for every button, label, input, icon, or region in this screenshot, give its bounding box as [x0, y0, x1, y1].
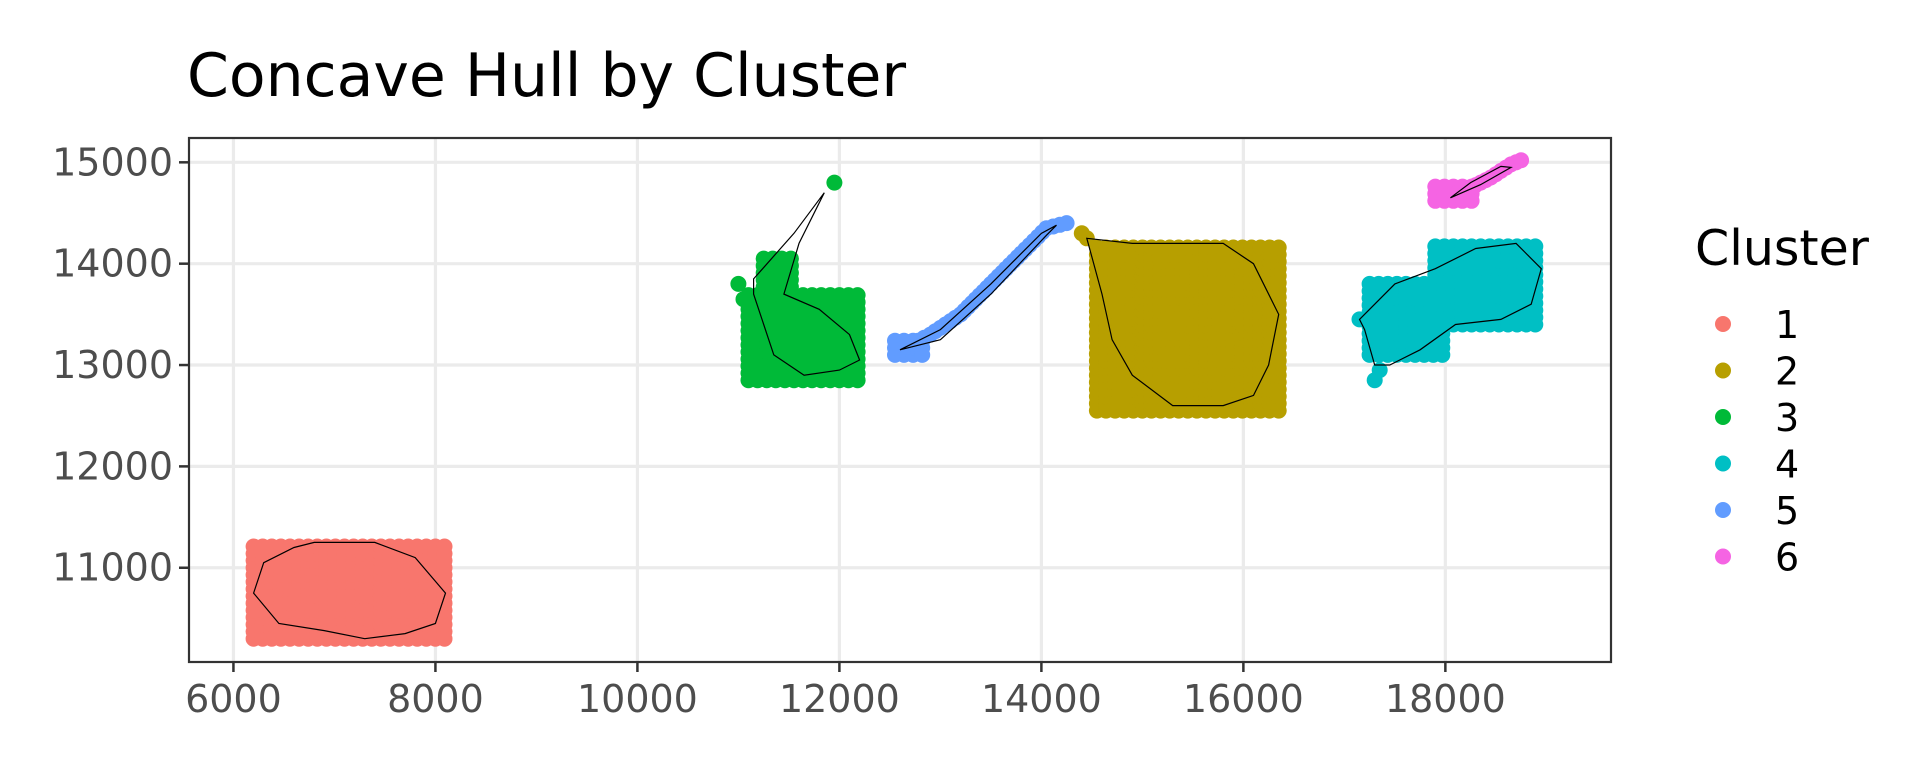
legend-label-5: 5 — [1775, 489, 1799, 533]
x-tick-label: 8000 — [387, 677, 484, 721]
legend-key-6 — [1715, 548, 1731, 565]
data-point — [1270, 239, 1287, 256]
points-layer — [245, 152, 1544, 647]
legend-key-1 — [1715, 316, 1731, 332]
legend-key-2 — [1715, 362, 1731, 379]
hull-outline-2 — [1085, 237, 1280, 407]
chart-title: Concave Hull by Cluster — [187, 41, 906, 111]
data-point — [1527, 238, 1544, 255]
x-tick-label: 12000 — [779, 677, 900, 721]
hull-outline-3 — [753, 192, 861, 376]
y-axis: 11000 12000 13000 14000 15000 — [52, 140, 189, 590]
x-tick-label: 6000 — [185, 677, 282, 721]
legend-title: Cluster — [1695, 220, 1870, 277]
legend-label-2: 2 — [1775, 350, 1799, 394]
legend-key-5 — [1715, 502, 1731, 518]
y-tick-label: 13000 — [52, 343, 173, 387]
x-axis: 6000 8000 10000 12000 14000 16000 18000 — [185, 662, 1506, 721]
x-tick-label: 14000 — [981, 677, 1102, 721]
legend-key-4 — [1715, 455, 1731, 472]
x-tick-label: 16000 — [1183, 677, 1304, 721]
hull-outline-4 — [1358, 242, 1542, 366]
data-point — [1371, 362, 1388, 379]
data-point — [735, 291, 752, 308]
legend-label-3: 3 — [1775, 396, 1799, 440]
hull-outline-6 — [1450, 165, 1513, 199]
plot-panel — [187, 136, 1613, 664]
x-tick-label: 10000 — [577, 677, 698, 721]
y-tick-label: 15000 — [52, 140, 173, 184]
y-tick-label: 12000 — [52, 444, 173, 488]
legend-label-1: 1 — [1775, 303, 1799, 347]
data-point — [436, 538, 453, 555]
data-point — [1513, 152, 1530, 169]
x-tick-label: 18000 — [1385, 677, 1506, 721]
legend-label-4: 4 — [1775, 443, 1799, 487]
data-point — [826, 174, 843, 191]
hulls-layer — [252, 165, 1542, 640]
hull-outline-5 — [899, 224, 1057, 351]
y-tick-label: 14000 — [52, 242, 173, 286]
legend-key-3 — [1715, 409, 1731, 425]
legend-label-6: 6 — [1775, 536, 1799, 580]
data-point — [849, 287, 866, 304]
panel-border — [187, 136, 1613, 664]
data-point — [730, 275, 747, 292]
hull-outline-1 — [252, 541, 447, 640]
data-point — [1058, 215, 1075, 232]
data-point — [782, 250, 799, 267]
y-tick-label: 11000 — [52, 546, 173, 590]
